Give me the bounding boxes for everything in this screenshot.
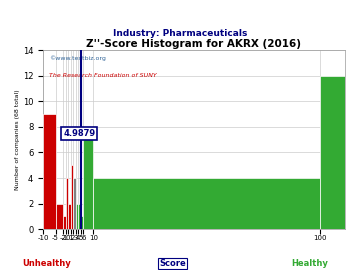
Bar [43,114,55,229]
Bar [73,178,76,229]
Bar [63,217,66,229]
Title: Z''-Score Histogram for AKRX (2016): Z''-Score Histogram for AKRX (2016) [86,39,302,49]
Text: Healthy: Healthy [291,259,328,268]
Bar [83,127,93,229]
Bar [66,178,68,229]
Y-axis label: Number of companies (68 total): Number of companies (68 total) [15,89,20,190]
Bar [55,204,63,229]
Text: Unhealthy: Unhealthy [22,259,71,268]
Bar [320,76,345,229]
Text: The Research Foundation of SUNY: The Research Foundation of SUNY [49,73,157,78]
Bar [78,204,81,229]
Bar [68,204,71,229]
Text: Score: Score [159,259,186,268]
Bar [71,165,73,229]
Bar [76,204,78,229]
Text: Industry: Pharmaceuticals: Industry: Pharmaceuticals [113,29,247,38]
Text: 4.9879: 4.9879 [63,129,95,138]
Text: ©www.textbiz.org: ©www.textbiz.org [49,55,106,61]
Bar [81,217,83,229]
Bar [93,178,320,229]
